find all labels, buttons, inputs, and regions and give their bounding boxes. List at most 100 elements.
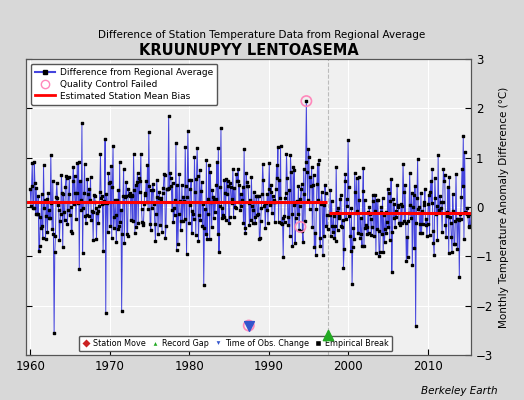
Point (301, 159, 310, 166)
Point (291, 240, 299, 246)
Point (456, 215, 465, 222)
Point (303, 169, 311, 175)
Point (276, 194, 284, 201)
Point (167, 182, 176, 189)
Point (113, 197, 121, 204)
Point (263, 191, 271, 197)
Point (68, 230, 76, 236)
Point (193, 144, 201, 151)
Point (103, 200, 111, 206)
Point (328, 222, 336, 229)
Point (248, 203, 256, 209)
Point (110, 214, 118, 220)
Point (76, 178, 84, 184)
Point (153, 194, 161, 200)
Point (368, 192, 377, 198)
Point (215, 249, 223, 256)
Point (283, 214, 292, 220)
Point (200, 225, 209, 232)
Point (203, 236, 211, 242)
Point (133, 169, 141, 176)
Point (424, 192, 433, 198)
Point (191, 189, 199, 195)
Point (57, 172, 66, 178)
Point (318, 200, 326, 206)
Point (358, 188, 367, 194)
Point (49, 178, 57, 184)
Point (188, 230, 196, 236)
Point (154, 231, 162, 237)
Point (245, 322, 253, 329)
Point (423, 233, 431, 240)
Point (261, 225, 269, 231)
Point (425, 232, 434, 238)
Point (256, 235, 264, 242)
Point (62, 172, 70, 179)
Point (221, 190, 229, 196)
Point (31, 211, 40, 218)
Point (245, 222, 254, 228)
Point (238, 196, 246, 203)
Point (252, 193, 260, 199)
Point (163, 186, 171, 192)
Point (399, 161, 407, 167)
Point (340, 246, 348, 252)
Point (429, 228, 437, 234)
Point (416, 221, 424, 227)
Point (373, 197, 381, 204)
Point (278, 220, 286, 227)
Point (310, 244, 319, 250)
Point (391, 224, 399, 230)
Point (374, 228, 383, 234)
Point (329, 229, 337, 235)
Point (325, 211, 334, 218)
Point (77, 197, 85, 203)
Point (93, 210, 101, 216)
Point (114, 226, 122, 233)
Point (165, 184, 173, 191)
Point (121, 194, 129, 201)
Point (413, 195, 421, 201)
Point (339, 264, 347, 271)
Point (217, 215, 226, 221)
Point (120, 240, 128, 247)
Point (104, 170, 113, 176)
Point (414, 204, 423, 210)
Point (99, 201, 107, 207)
Point (87, 217, 95, 224)
Point (346, 248, 355, 254)
Point (198, 223, 206, 229)
Point (84, 213, 93, 219)
Point (366, 216, 375, 222)
Point (66, 211, 74, 218)
Point (57, 211, 65, 217)
Point (69, 178, 77, 184)
Point (170, 205, 178, 212)
Point (274, 144, 282, 150)
Point (323, 226, 332, 232)
Point (157, 195, 165, 202)
Point (138, 218, 146, 225)
Point (202, 157, 211, 164)
Point (268, 193, 277, 200)
Point (70, 201, 78, 207)
Point (263, 206, 271, 213)
Title: KRUUNUPYY LENTOASEMA: KRUUNUPYY LENTOASEMA (139, 43, 358, 58)
Point (129, 151, 138, 158)
Point (187, 186, 195, 192)
Point (212, 182, 221, 188)
Point (97, 194, 105, 201)
Point (462, 210, 470, 216)
Point (83, 176, 91, 182)
Point (254, 211, 262, 218)
Point (197, 188, 205, 194)
Point (373, 226, 381, 232)
Point (369, 198, 377, 204)
Point (79, 250, 87, 256)
Point (313, 160, 322, 167)
Point (372, 250, 380, 256)
Point (440, 178, 449, 184)
Point (334, 205, 342, 211)
Point (42, 213, 50, 219)
Point (42, 196, 51, 202)
